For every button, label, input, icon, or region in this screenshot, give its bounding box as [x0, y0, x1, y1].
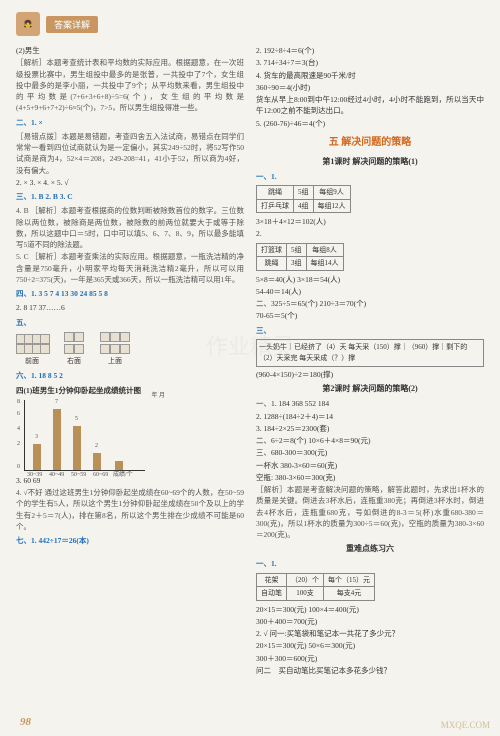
section-4: 四、1. 3 5 7 4 13 30 24 85 5 8 — [16, 288, 244, 299]
analysis-1: ［解析］本题考查统计表和平均数的实际应用。根据题意，在一次班级投票比赛中，男生组… — [16, 57, 244, 113]
analysis-3: 4. B ［解析］本题考查根据商的位数判断被除数首位的数字。三位数除以两位数，被… — [16, 205, 244, 250]
text: 二、325÷5＝65(个) 210÷3＝70(个) — [256, 298, 484, 309]
text: 20×15＝300(元) 100×4＝400(元) — [256, 604, 484, 615]
table-2: 打篮球5组每组8人 跳绳3组每组14人 — [256, 243, 344, 271]
section-7: 七、1. 442÷17＝26(本) — [16, 535, 244, 546]
sec: 三、 — [256, 325, 484, 336]
text: (2)男生 — [16, 45, 244, 56]
text: 2. — [256, 228, 484, 239]
text: 三、680-300＝300(元) — [256, 447, 484, 458]
bar-chart: 3 7 5 2 8 6 4 2 0 30~39 40~49 50~59 60~6… — [24, 400, 145, 471]
lesson-title-1: 第1课时 解决问题的策略(1) — [256, 156, 484, 168]
shape-views: 前面 右面 上面 — [16, 332, 244, 367]
text: 2. 1288÷(184÷2＋4)＝14 — [256, 411, 484, 422]
text: 一杯水 380-3×60＝60(克) — [256, 460, 484, 471]
text: 54-40＝14(人) — [256, 286, 484, 297]
page-number: 98 — [20, 716, 31, 728]
text: 360÷90＝4(小时) — [256, 82, 484, 93]
text: 3. 184÷2×25＝2300(套) — [256, 423, 484, 434]
watermark: MXQE.COM — [441, 720, 490, 730]
analysis-4: 5. C ［解析］本题考查乘法的实际应用。根据题意，一瓶洗洁精的净含量是750毫… — [16, 251, 244, 285]
chapter-title: 五 解决问题的策略 — [256, 135, 484, 150]
boxed-problem: 一头奶牛｜已经挤了（4）天 每天采（150）撑｜（960）撑｜剩下的（2）天采完… — [256, 339, 484, 367]
lesson-title-3: 重难点练习六 — [256, 543, 484, 555]
text: 空瓶: 380-3×60＝300(克) — [256, 472, 484, 483]
chart-title: 四(1)班男生1分钟仰卧起坐成绩统计图 — [16, 385, 244, 396]
text: 二、6÷2＝8(个) 10×6＋4×8＝90(元) — [256, 435, 484, 446]
text: 2. 8 17 37……6 — [16, 302, 244, 313]
left-column: (2)男生 ［解析］本题考查统计表和平均数的实际应用。根据题意，在一次班级投票比… — [16, 44, 244, 677]
table-1: 跳绳5组每组9人 打乒乓球4组每组12人 — [256, 185, 351, 213]
analysis-5: 4. √不好 通过这班男生1分钟仰卧起坐成绩在60~69个的人数，在50~59个… — [16, 487, 244, 532]
text: 2. √ 问一:买笔袋和笔记本一共花了多少元？ — [256, 628, 484, 639]
section-5: 五、 — [16, 317, 244, 328]
text: 3. 714÷34÷7＝3(台) — [256, 57, 484, 68]
text: 70-65＝5(个) — [256, 310, 484, 321]
text: 300＋300＝600(元) — [256, 653, 484, 664]
analysis-6: ［解析］本题是考查解决问题的策略，解答此题时，先求出1杯水的质量是关键。倒进去3… — [256, 484, 484, 540]
analysis-2: ［易错点拨］本题是易错题，考查四舍五入法试商，易错点在同学们常常一看到四位试商就… — [16, 131, 244, 176]
text: 2. 192÷8÷4＝6(个) — [256, 45, 484, 56]
text: 20×15＝300(元) 50×6＝300(元) — [256, 640, 484, 651]
text: 4. 货车的最高限速是90千米/时 — [256, 70, 484, 81]
table-3: 花架（20）个每个（15）元 自动笔100支每支4元 — [256, 573, 375, 601]
lesson-title-2: 第2课时 解决问题的策略(2) — [256, 383, 484, 395]
text: 3×18＋4×12＝102(人) — [256, 216, 484, 227]
header-icon: 👧 — [16, 12, 40, 36]
header-title: 答案详解 — [46, 16, 98, 33]
section-2: 二、1. × — [16, 117, 244, 128]
answers-2: 2. × 3. × 4. × 5. √ — [16, 177, 244, 188]
text: 一、1. 184 368 552 184 — [256, 398, 484, 409]
text: 问二 买自动笔比买笔记本多花多少钱？ — [256, 665, 484, 676]
sec: 一、1. — [256, 558, 484, 569]
text: 5×8＝40(人) 3×18＝54(人) — [256, 274, 484, 285]
sec: 一、1. — [256, 171, 484, 182]
section-6: 六、1. 18 8 5 2 — [16, 370, 244, 381]
text: (960-4×150)÷2＝180(撑) — [256, 369, 484, 380]
section-3: 三、1. B 2. B 3. C — [16, 191, 244, 202]
text: 300＋400＝700(元) — [256, 616, 484, 627]
text: 货车从早上8:00到中午12:00经过4小时，4小时不能跑到，所以当天中午12:… — [256, 94, 484, 117]
right-column: 2. 192÷8÷4＝6(个) 3. 714÷34÷7＝3(台) 4. 货车的最… — [256, 44, 484, 677]
text: 5. (260-76)÷46＝4(个) — [256, 118, 484, 129]
